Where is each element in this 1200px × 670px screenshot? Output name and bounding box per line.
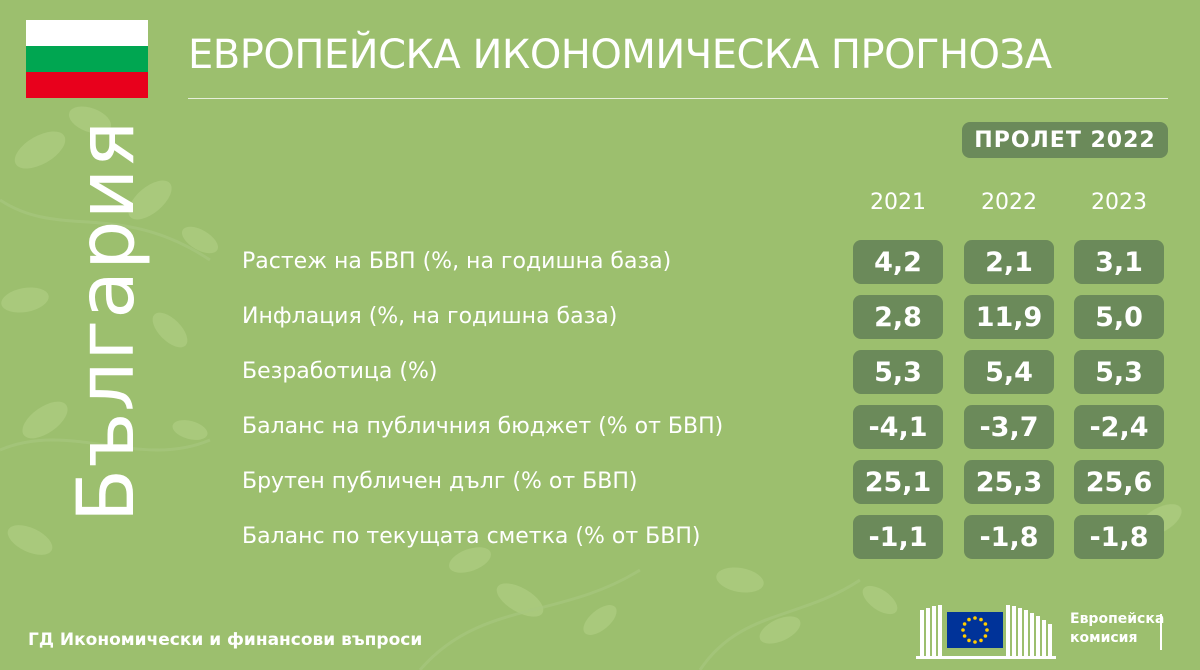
value-cell: 25,1 xyxy=(853,460,943,504)
country-label: България xyxy=(62,119,153,522)
page-title: ЕВРОПЕЙСКА ИКОНОМИЧЕСКА ПРОГНОЗА xyxy=(188,32,1052,78)
flag-stripe-white xyxy=(26,20,148,46)
season-badge: ПРОЛЕТ 2022 xyxy=(962,122,1168,158)
row-label-public-debt: Брутен публичен дълг (% от БВП) xyxy=(242,469,638,494)
year-header-2023: 2023 xyxy=(1091,190,1147,215)
value-cell: 2,1 xyxy=(964,240,1054,284)
value-cell: 2,8 xyxy=(853,295,943,339)
logo-line-2: комисия xyxy=(1070,630,1138,646)
flag-stripe-green xyxy=(26,46,148,72)
value-cell: -2,4 xyxy=(1074,405,1164,449)
value-cell: 11,9 xyxy=(964,295,1054,339)
title-divider xyxy=(188,98,1168,99)
value-cell: 5,0 xyxy=(1074,295,1164,339)
country-name: България xyxy=(62,108,152,533)
row-label-inflation: Инфлация (%, на годишна база) xyxy=(242,304,618,329)
value-cell: 25,6 xyxy=(1074,460,1164,504)
row-label-unemployment: Безработица (%) xyxy=(242,359,438,384)
european-commission-logo-icon xyxy=(916,605,1162,659)
logo-line-1: Европейска xyxy=(1070,611,1165,627)
value-cell: 3,1 xyxy=(1074,240,1164,284)
value-cell: 5,4 xyxy=(964,350,1054,394)
value-cell: 25,3 xyxy=(964,460,1054,504)
value-cell: 5,3 xyxy=(1074,350,1164,394)
row-label-current-account: Баланс по текущата сметка (% от БВП) xyxy=(242,524,701,549)
flag-stripe-red xyxy=(26,72,148,98)
row-label-gdp-growth: Растеж на БВП (%, на годишна база) xyxy=(242,249,672,274)
value-cell: -4,1 xyxy=(853,405,943,449)
value-cell: 4,2 xyxy=(853,240,943,284)
row-label-budget-balance: Баланс на публичния бюджет (% от БВП) xyxy=(242,414,724,439)
bulgaria-flag-icon xyxy=(26,20,148,98)
value-cell: -1,8 xyxy=(964,515,1054,559)
value-cell: -1,1 xyxy=(853,515,943,559)
year-header-2022: 2022 xyxy=(981,190,1037,215)
european-commission-name: Европейска комисия xyxy=(1070,610,1164,648)
footer-department: ГД Икономически и финансови въпроси xyxy=(28,630,423,650)
value-cell: 5,3 xyxy=(853,350,943,394)
value-cell: -1,8 xyxy=(1074,515,1164,559)
value-cell: -3,7 xyxy=(964,405,1054,449)
year-header-2021: 2021 xyxy=(870,190,926,215)
